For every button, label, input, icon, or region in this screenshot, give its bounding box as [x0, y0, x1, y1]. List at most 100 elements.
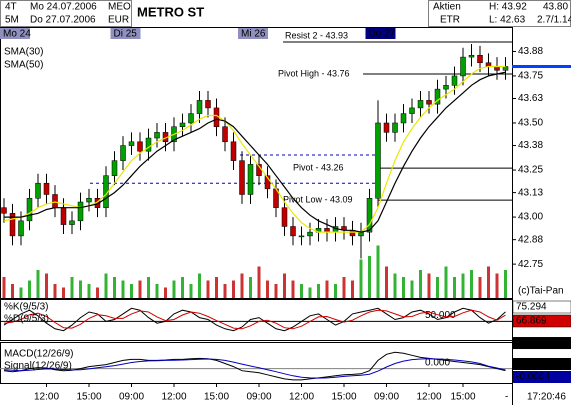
clock: 17:20:46 — [527, 392, 566, 403]
x-tick-label: 15:00 — [450, 392, 475, 403]
volume-bar — [147, 277, 150, 298]
volume-bar — [206, 280, 210, 298]
candle-body — [460, 56, 466, 77]
day-box — [0, 28, 30, 39]
volume-bar — [487, 266, 490, 298]
last-value: 75.294 — [516, 302, 547, 313]
candle-body — [375, 122, 381, 199]
x-tick-label: 09:00 — [246, 392, 271, 403]
y-tick-label: 43.75 — [518, 71, 543, 82]
volume-bar — [325, 280, 329, 298]
stoch-line — [3, 307, 506, 332]
volume-bar — [368, 256, 371, 298]
x-tick-label: 12:00 — [289, 392, 314, 403]
candle-body — [18, 220, 24, 237]
volume-bar — [53, 284, 57, 298]
day-label: Di 25 — [114, 29, 138, 40]
candle-body — [60, 207, 67, 225]
level-label: Pivot - 43.26 — [293, 163, 344, 173]
volume-bar — [478, 277, 482, 298]
volume-bar — [342, 277, 346, 298]
volume-bar — [198, 273, 201, 298]
volume-bar — [461, 273, 465, 298]
volume-bar — [223, 284, 227, 298]
day-box — [110, 28, 141, 39]
candle-body — [69, 220, 75, 225]
volume-bar — [257, 266, 261, 298]
legend-label: %D(9/5/3) — [4, 314, 49, 325]
candle-body — [145, 137, 152, 152]
volume-bar — [402, 277, 405, 298]
x-tick-label: 09:00 — [119, 392, 144, 403]
candle-body — [281, 207, 288, 227]
volume-bar — [274, 284, 278, 298]
volume-bar — [359, 259, 363, 298]
value-box — [513, 371, 571, 383]
title: METRO ST — [137, 4, 204, 19]
volume-bar — [121, 280, 125, 298]
candle-body — [426, 100, 432, 105]
volume-bar — [351, 280, 354, 298]
volume-bar — [249, 277, 252, 298]
volume-bar — [453, 277, 456, 298]
candle-body — [43, 182, 50, 195]
candle-body — [1, 207, 7, 214]
volume-bar — [504, 270, 507, 298]
volume-bar — [45, 273, 48, 298]
y-tick-label: 42.75 — [518, 259, 543, 270]
volume-bar — [138, 280, 142, 298]
volume-bar — [308, 287, 312, 298]
day-box — [365, 28, 396, 39]
value-box — [513, 337, 571, 350]
volume-bar — [155, 284, 159, 298]
candle-body — [290, 226, 296, 237]
candle-body — [86, 198, 92, 203]
volume-bar — [130, 284, 133, 298]
last-value: -0.0064 — [516, 372, 550, 383]
candle-body — [417, 100, 424, 109]
volume-bar — [410, 280, 414, 298]
last-value: 66.869 — [516, 316, 547, 327]
volume-bar — [470, 270, 473, 298]
legend-label: SMA(30) — [4, 47, 43, 58]
candle-body — [26, 198, 33, 222]
volume-bar — [96, 287, 99, 298]
y-tick-label: 43.88 — [518, 46, 543, 57]
info-box — [428, 0, 571, 27]
candle-body — [298, 235, 305, 238]
header-text: Mo 24.07.2006 — [30, 2, 97, 13]
y-tick-label: 0.125 — [516, 338, 541, 349]
candle-body — [264, 175, 271, 190]
volume-bar — [215, 277, 218, 298]
volume-bar — [164, 287, 167, 298]
axis-dash: - — [505, 392, 508, 403]
header-text: 5M — [5, 15, 19, 26]
volume-bar — [113, 277, 116, 298]
candle-body — [205, 100, 211, 109]
volume-bar — [36, 270, 40, 298]
value-box — [512, 314, 571, 328]
candle-body — [383, 122, 390, 133]
x-tick-label: 12:00 — [34, 392, 59, 403]
info-text: 43.80 — [543, 2, 568, 13]
y-tick-label: 43.50 — [518, 118, 543, 129]
candle-body — [451, 75, 458, 86]
value-box — [513, 358, 571, 370]
day-label: Mi 26 — [241, 29, 266, 40]
candle-body — [409, 107, 415, 114]
volume-bar — [181, 277, 184, 298]
macd-line — [3, 351, 506, 381]
volume-bar — [232, 280, 235, 298]
volume-bar — [172, 280, 176, 298]
candle-body — [477, 54, 483, 64]
info-text: 2.7/1.14 — [537, 15, 571, 26]
stoch-line — [3, 309, 506, 330]
volume-bar — [385, 266, 388, 298]
candle-body — [468, 54, 475, 58]
candle-body — [111, 160, 118, 176]
candle-body — [77, 201, 84, 222]
x-tick-label: 09:00 — [374, 392, 399, 403]
macd-line — [3, 358, 506, 379]
day-box — [238, 28, 268, 39]
